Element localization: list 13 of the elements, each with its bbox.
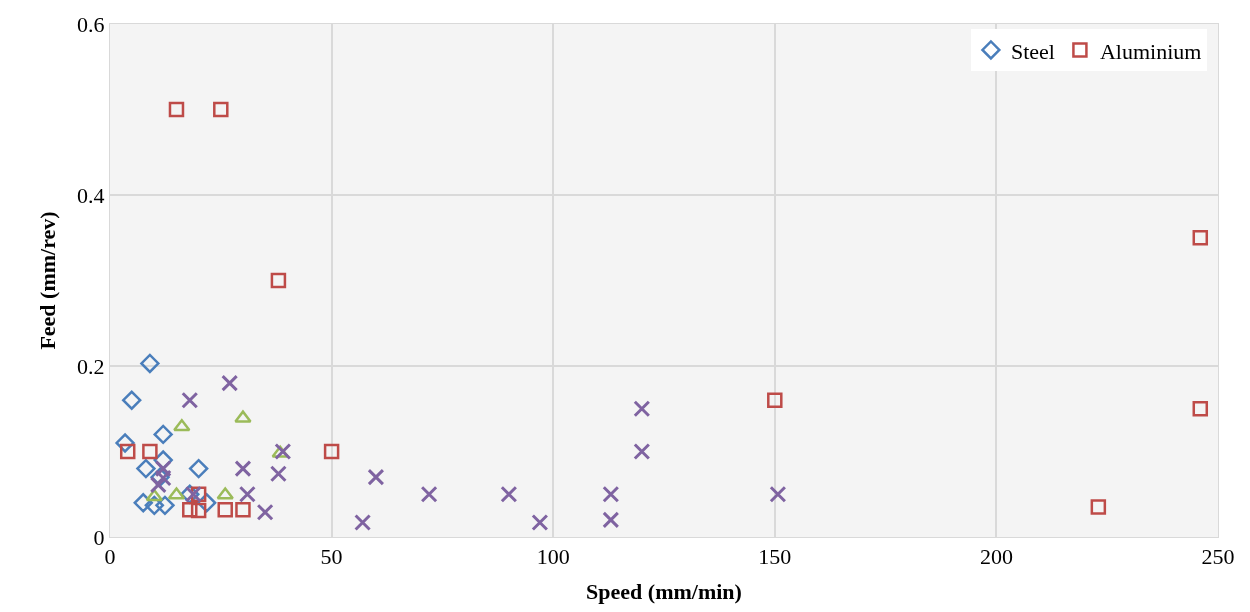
x-tick-label: 100 [536, 544, 570, 570]
legend-label: Aluminium [1099, 38, 1202, 64]
x-tick-label: 250 [1201, 544, 1235, 570]
y-tick-label: 0.2 [77, 353, 105, 379]
y-axis-title: Feed (mm/rev) [34, 211, 60, 350]
x-tick-label: 150 [758, 544, 792, 570]
legend-label: Steel [1010, 38, 1055, 64]
x-axis-title: Speed (mm/min) [586, 579, 742, 605]
x-tick-label: 200 [979, 544, 1013, 570]
y-tick-label: 0.4 [77, 182, 105, 208]
x-tick-label: 50 [320, 544, 343, 570]
y-tick-label: 0.6 [77, 11, 105, 37]
y-tick-label: 0 [93, 524, 105, 550]
